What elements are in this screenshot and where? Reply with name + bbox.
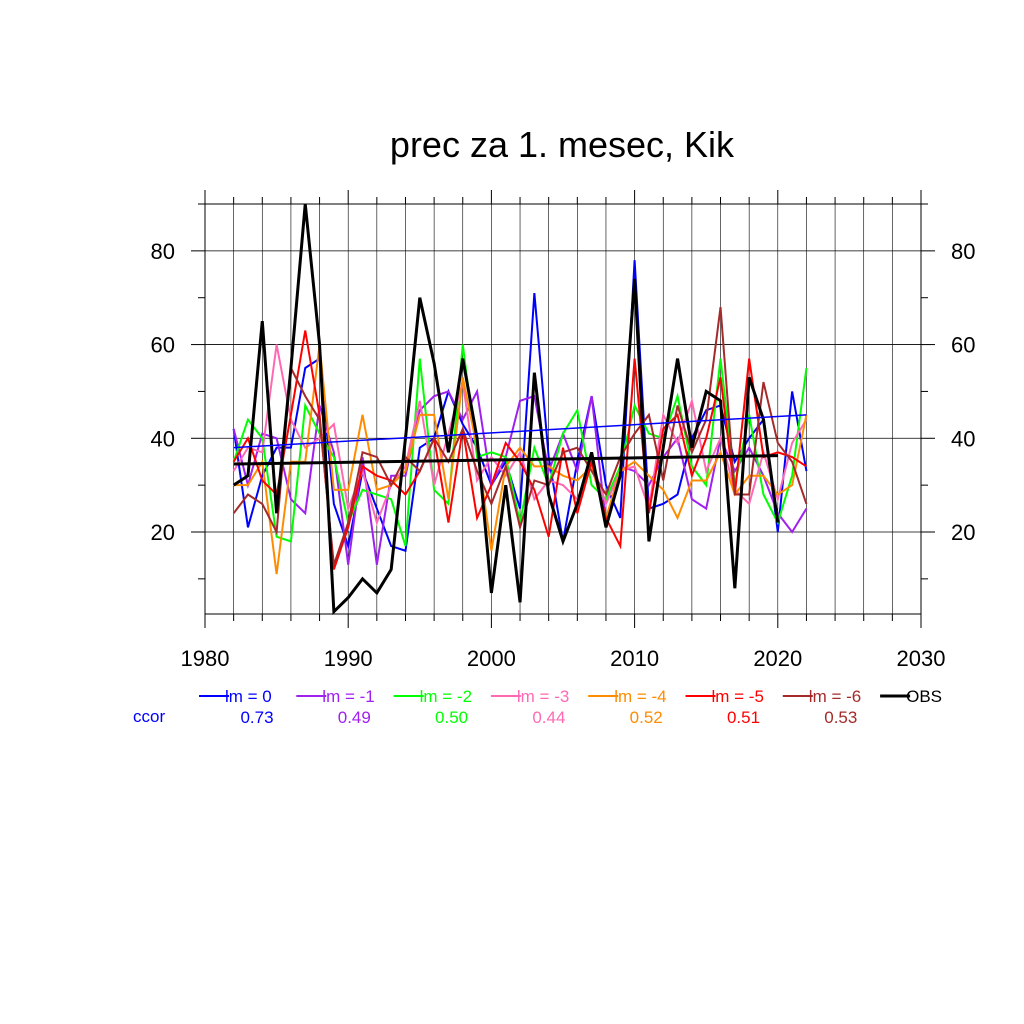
chart-title: prec za 1. mesec, Kik xyxy=(390,124,735,165)
legend-ccor-value: 0.52 xyxy=(630,708,663,727)
legend-label: lm = -6 xyxy=(809,687,861,706)
x-tick-label: 2010 xyxy=(610,646,659,671)
legend-ccor-value: 0.51 xyxy=(727,708,760,727)
legend-label: lm = 0 xyxy=(225,687,272,706)
y-tick-label-right: 20 xyxy=(951,520,975,545)
y-tick-label-right: 60 xyxy=(951,333,975,358)
y-tick-label-right: 40 xyxy=(951,426,975,451)
plot-frame xyxy=(204,203,922,615)
y-tick-label-left: 80 xyxy=(151,239,175,264)
legend-label: lm = -4 xyxy=(614,687,666,706)
y-tick-label-left: 20 xyxy=(151,520,175,545)
trend-line-obs xyxy=(233,454,778,466)
legend-label: lm = -3 xyxy=(517,687,569,706)
legend: ccor lm = 0 0.73 lm = -1 0.49 lm = -2 0.50 lm … xyxy=(133,687,942,727)
legend-label: lm = -1 xyxy=(322,687,374,706)
series-line-lm-3 xyxy=(232,344,808,526)
trend-line-model xyxy=(233,414,807,449)
legend-ccor-value: 0.53 xyxy=(824,708,857,727)
legend-label: lm = -5 xyxy=(712,687,764,706)
legend-label: OBS xyxy=(906,687,942,706)
legend-ccor-value: 0.50 xyxy=(435,708,468,727)
trend-lines xyxy=(233,414,807,466)
x-tick-label: 1990 xyxy=(324,646,373,671)
legend-ccor-value: 0.44 xyxy=(532,708,565,727)
x-tick-label: 2030 xyxy=(897,646,946,671)
x-tick-label: 2020 xyxy=(753,646,802,671)
series-line-obs xyxy=(232,203,780,616)
series-line-lm-4 xyxy=(233,344,808,575)
series-line-lm-0 xyxy=(232,260,808,553)
y-tick-label-right: 80 xyxy=(951,239,975,264)
x-tick-label: 1980 xyxy=(181,646,230,671)
series-lines xyxy=(232,203,808,616)
legend-ccor-value: 0.49 xyxy=(338,708,371,727)
legend-label: lm = -2 xyxy=(420,687,472,706)
y-tick-label-left: 60 xyxy=(151,333,175,358)
x-tick-label: 2000 xyxy=(467,646,516,671)
legend-ccor-value: 0.73 xyxy=(240,708,273,727)
ccor-label: ccor xyxy=(133,707,165,726)
y-tick-label-left: 40 xyxy=(151,426,175,451)
